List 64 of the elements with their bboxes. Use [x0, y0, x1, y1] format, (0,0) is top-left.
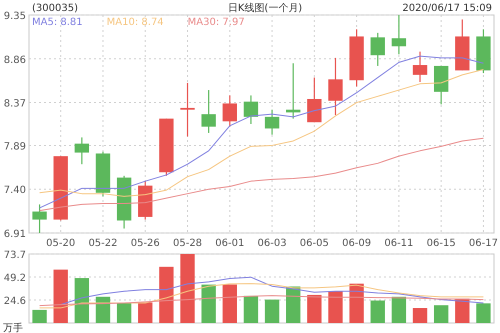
y-tick-label: 8.86 — [4, 54, 26, 66]
x-tick-label: 06-01 — [215, 238, 244, 249]
candlestick — [264, 109, 280, 136]
y-tick-label: 9.35 — [4, 11, 26, 22]
y-axis-title: 万手 — [3, 322, 23, 333]
x-tick-label: 05-22 — [88, 238, 118, 249]
bar — [159, 266, 174, 323]
candlestick — [370, 32, 385, 67]
bar — [307, 294, 322, 323]
bar — [328, 291, 343, 323]
bar — [264, 300, 280, 323]
bar — [244, 296, 258, 323]
text: MA30: 7.97 — [188, 17, 245, 28]
text: MA5: 8.81 — [32, 17, 83, 28]
y-tick-label: 8.37 — [4, 98, 26, 110]
line-series — [39, 283, 484, 308]
candlestick — [392, 14, 406, 55]
y-tick-label: 24.6 — [4, 296, 26, 307]
text: 2020/06/17 15:09 — [402, 3, 492, 14]
chart-title: (300035) — [32, 3, 78, 14]
bar — [476, 303, 491, 323]
y-tick-label: 7.40 — [4, 185, 26, 196]
x-tick-label: 06-17 — [468, 238, 498, 249]
candlestick — [74, 136, 90, 165]
bar — [392, 296, 406, 323]
x-tick-label: 06-05 — [300, 238, 329, 249]
x-tick-label: 06-11 — [384, 238, 414, 249]
bar — [138, 302, 152, 323]
y-tick-label: 73.7 — [4, 250, 26, 261]
chart-subtitle: 日K线图(一个月) — [228, 2, 302, 14]
candlestick — [201, 89, 216, 134]
bar — [455, 298, 470, 323]
candlestick — [286, 62, 300, 120]
candlestick — [222, 94, 237, 128]
bar — [412, 308, 428, 323]
candlestick — [32, 204, 47, 234]
line-series — [39, 295, 484, 306]
candlestick — [328, 57, 343, 116]
x-tick-label: 06-15 — [426, 238, 456, 249]
bar — [180, 254, 195, 323]
text: MA10: 8.74 — [106, 17, 164, 28]
bar — [201, 284, 216, 323]
bar — [286, 286, 300, 323]
bar — [434, 305, 448, 323]
bar — [32, 310, 47, 323]
x-tick-label: 05-26 — [130, 238, 160, 249]
bar — [370, 300, 385, 323]
x-tick-label: 05-28 — [172, 238, 202, 249]
y-tick-label: 7.89 — [4, 141, 26, 152]
x-tick-label: 05-20 — [46, 238, 76, 249]
bar — [349, 284, 364, 323]
x-tick-label: 06-03 — [258, 238, 287, 249]
y-tick-label: 49.2 — [4, 272, 26, 284]
y-tick-label: 6.91 — [4, 229, 26, 240]
bar — [116, 303, 132, 323]
bar — [74, 278, 90, 323]
bar — [222, 284, 237, 323]
bar — [96, 296, 110, 323]
candlestick — [412, 51, 428, 83]
bar — [54, 270, 68, 323]
candlestick — [307, 76, 322, 123]
line-series — [60, 276, 484, 306]
candlestick — [244, 94, 258, 125]
x-tick-label: 06-09 — [342, 238, 372, 249]
